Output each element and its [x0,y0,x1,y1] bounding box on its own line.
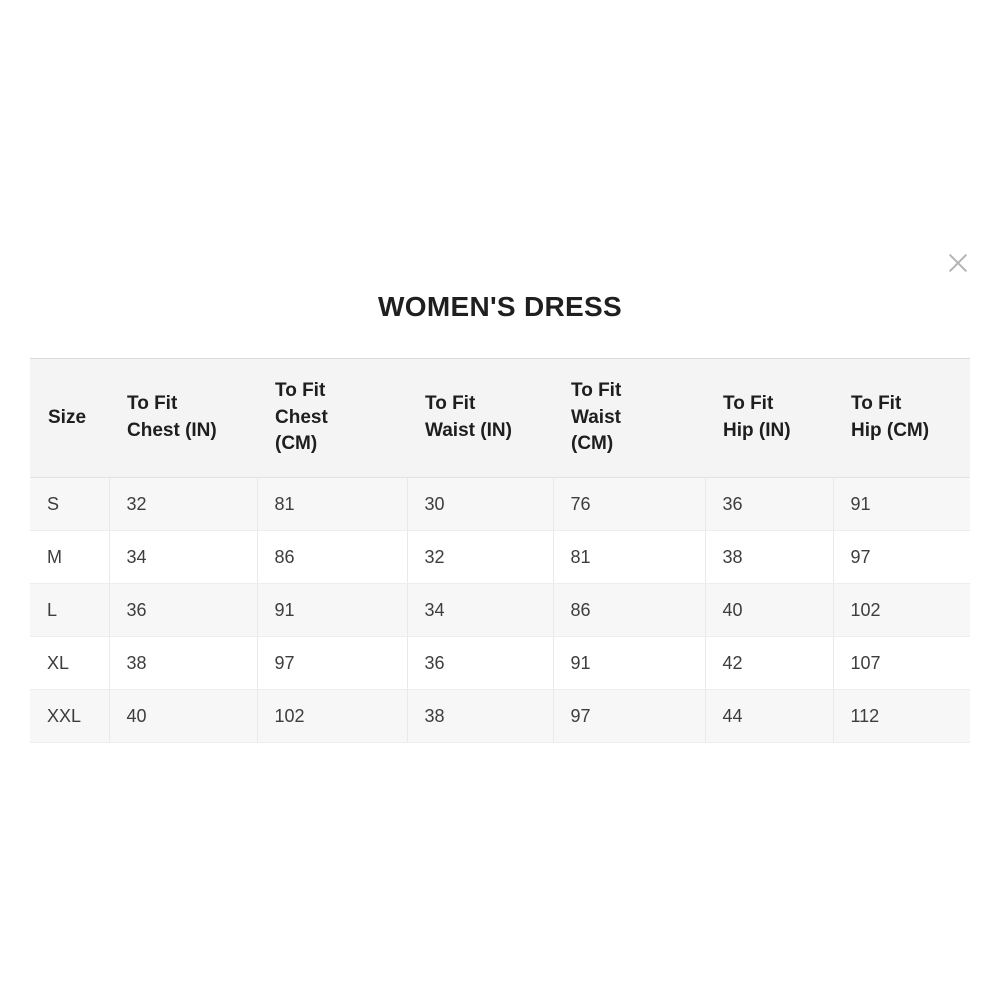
table-cell: 36 [108,583,257,637]
table-cell: 42 [704,636,833,690]
table-cell: 36 [704,477,833,531]
table-cell: 34 [108,530,257,584]
table-cell: 32 [108,477,257,531]
table-cell: 97 [832,530,970,584]
size-cell: M [30,530,109,584]
table-cell: 36 [406,636,553,690]
table-cell: 44 [704,689,833,743]
column-header-size: Size [30,358,109,478]
table-cell: 38 [108,636,257,690]
table-cell: 38 [704,530,833,584]
column-header-waist-cm: To Fit Waist (CM) [553,358,705,478]
column-header-hip-in: To Fit Hip (IN) [705,358,833,478]
table-cell: 81 [552,530,705,584]
table-row-s: S 32 81 30 76 36 91 [30,477,970,531]
table-cell: 38 [406,689,553,743]
size-cell: S [30,477,109,531]
table-row-l: L 36 91 34 86 40 102 [30,583,970,637]
table-cell: 102 [832,583,970,637]
table-cell: 81 [256,477,407,531]
table-cell: 97 [256,636,407,690]
page-title: WOMEN'S DRESS [378,291,622,322]
table-row-xl: XL 38 97 36 91 42 107 [30,636,970,690]
size-cell: XXL [30,689,109,743]
table-cell: 91 [832,477,970,531]
table-row-xxl: XXL 40 102 38 97 44 112 [30,689,970,743]
table-cell: 102 [256,689,407,743]
table-cell: 40 [108,689,257,743]
table-cell: 32 [406,530,553,584]
table-cell: 30 [406,477,553,531]
table-cell: 112 [832,689,970,743]
size-cell: L [30,583,109,637]
close-icon[interactable] [941,246,975,280]
table-cell: 86 [552,583,705,637]
table-cell: 97 [552,689,705,743]
column-header-hip-cm: To Fit Hip (CM) [833,358,970,478]
table-cell: 107 [832,636,970,690]
size-cell: XL [30,636,109,690]
column-header-chest-cm: To Fit Chest (CM) [257,358,407,478]
table-cell: 40 [704,583,833,637]
table-cell: 91 [552,636,705,690]
table-cell: 91 [256,583,407,637]
table-cell: 76 [552,477,705,531]
table-cell: 86 [256,530,407,584]
column-header-chest-in: To Fit Chest (IN) [109,358,257,478]
header-row: Size To Fit Chest (IN) To Fit Chest (CM)… [30,358,970,478]
column-header-waist-in: To Fit Waist (IN) [407,358,553,478]
size-chart-table: Size To Fit Chest (IN) To Fit Chest (CM)… [30,358,970,743]
table-cell: 34 [406,583,553,637]
table-row-m: M 34 86 32 81 38 97 [30,530,970,584]
